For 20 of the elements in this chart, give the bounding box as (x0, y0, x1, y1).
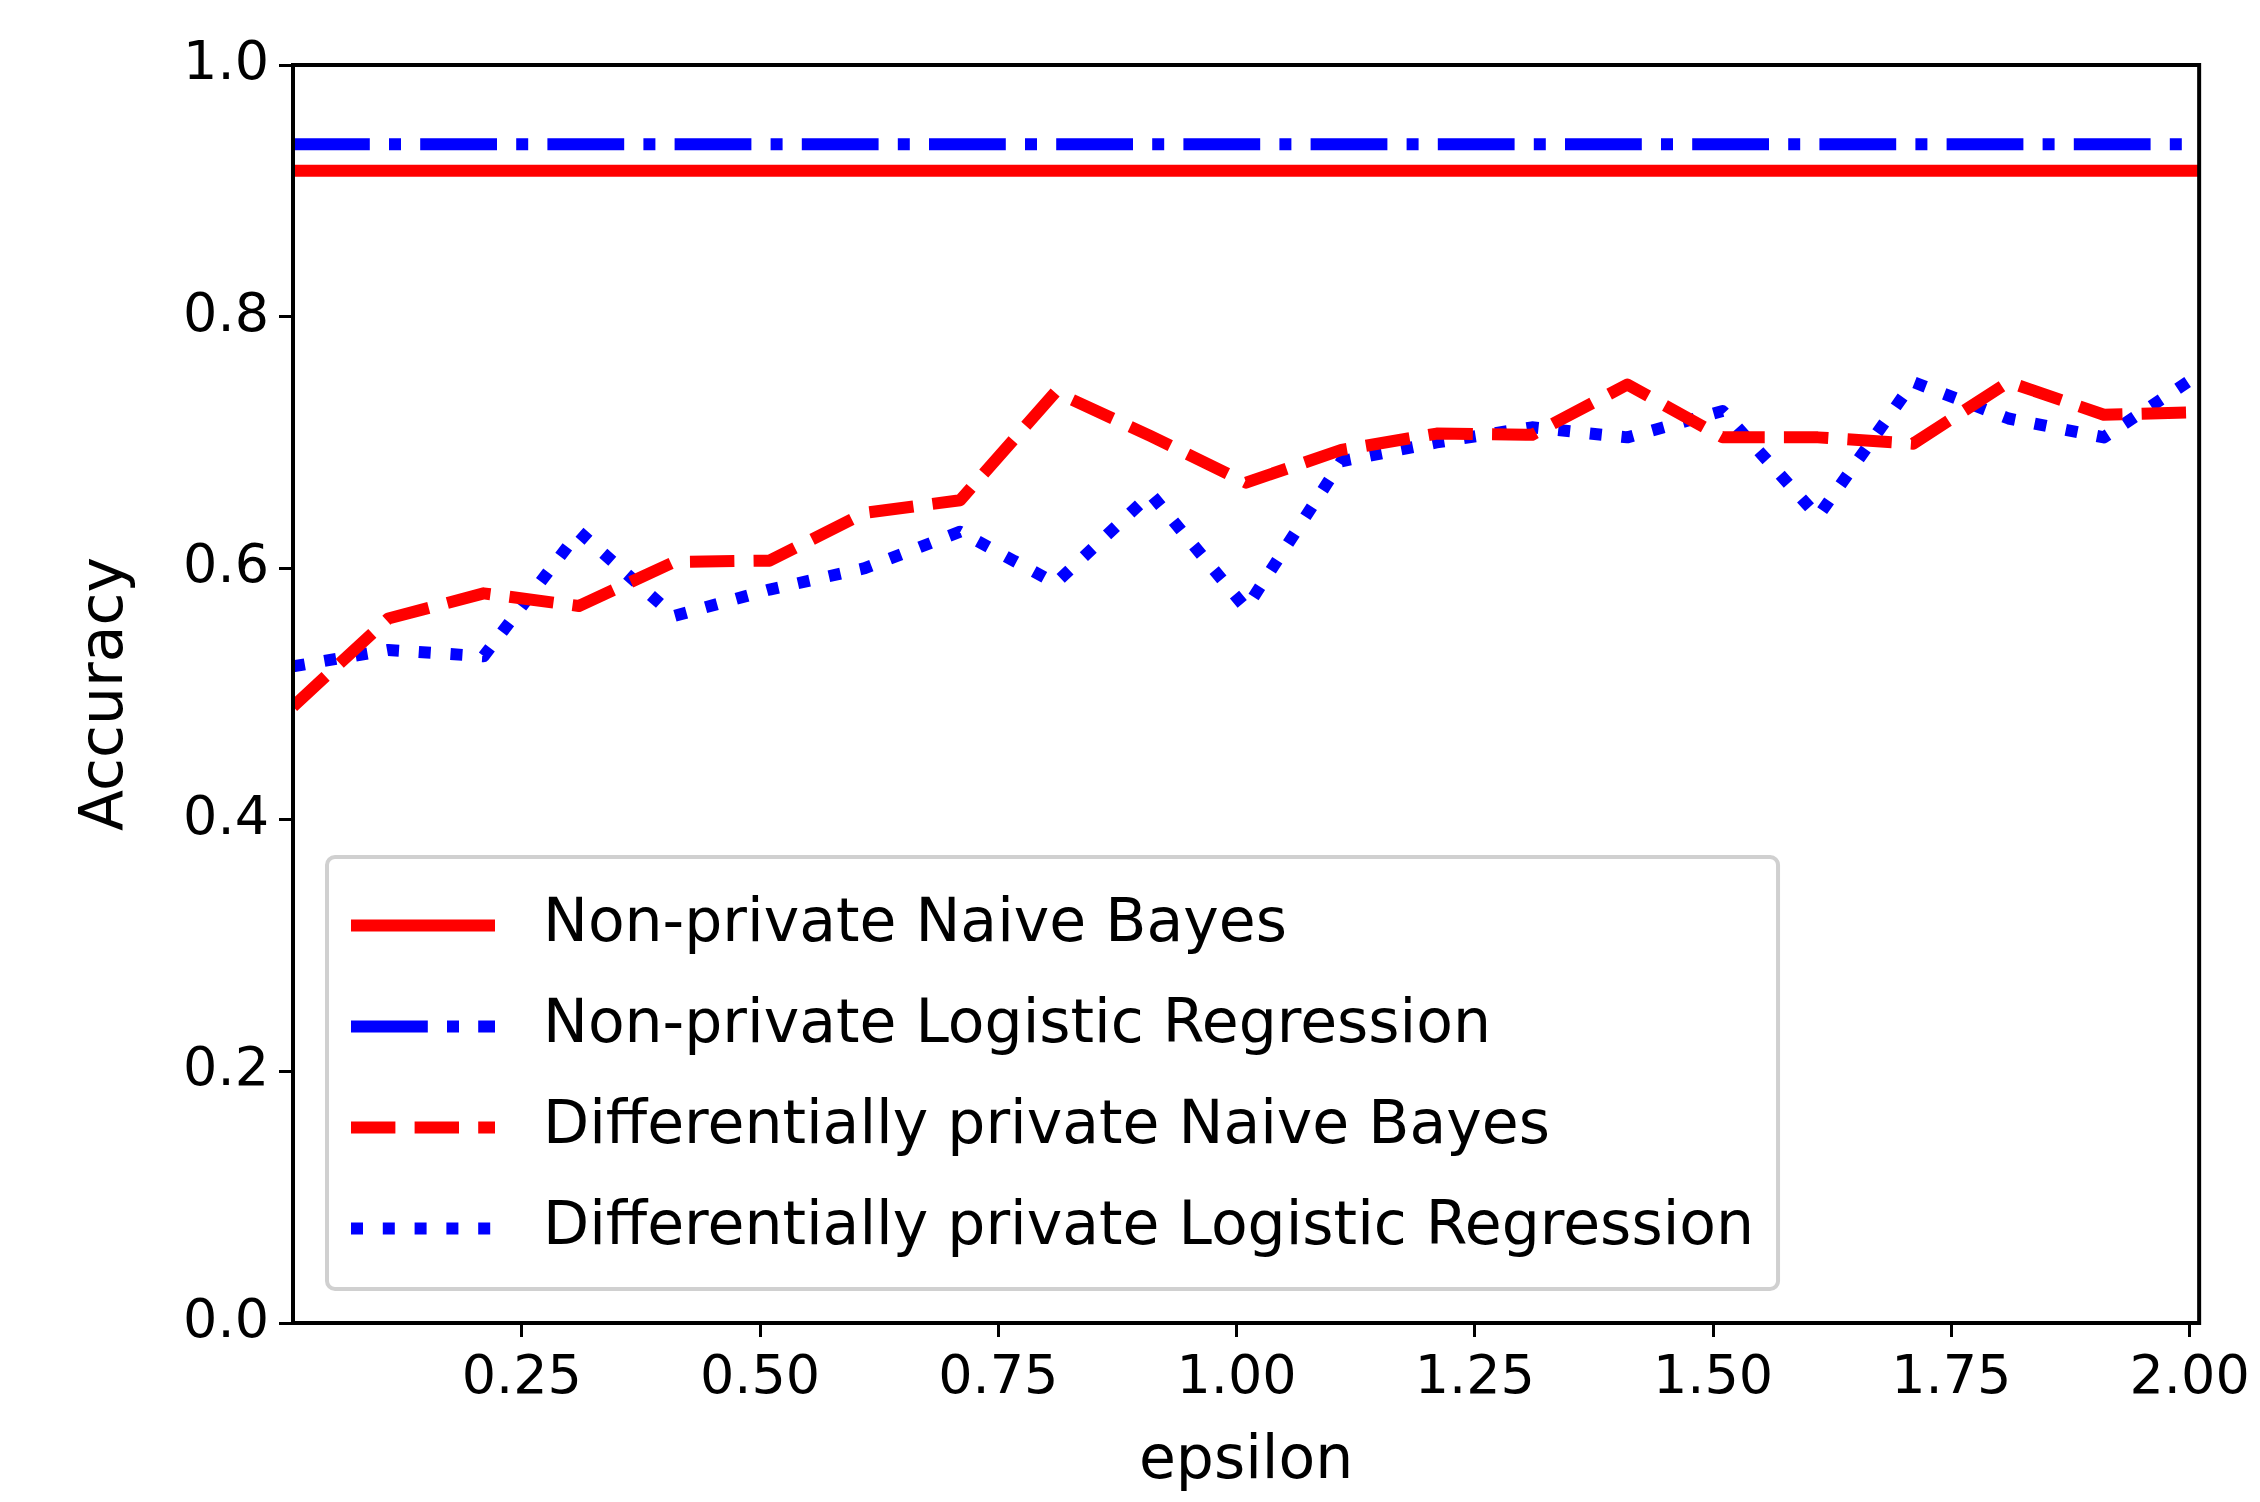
x-tick-label: 1.00 (1176, 1343, 1297, 1407)
y-tick-label: 0.4 (183, 783, 269, 847)
x-tick-label: 1.75 (1891, 1343, 2012, 1407)
y-tick-label: 0.6 (183, 532, 269, 596)
legend-label: Differentially private Naive Bayes (543, 1087, 1550, 1158)
x-tick-label: 1.25 (1414, 1343, 1535, 1407)
legend-label: Non-private Naive Bayes (543, 885, 1287, 956)
y-tick-label: 1.0 (183, 29, 269, 93)
y-axis-title: Accuracy (65, 557, 136, 831)
x-tick-label: 0.50 (699, 1343, 821, 1407)
legend-label: Non-private Logistic Regression (543, 986, 1492, 1057)
y-tick-label: 0.2 (183, 1035, 269, 1099)
x-tick-label: 0.25 (461, 1343, 582, 1407)
legend-label: Differentially private Logistic Regression (543, 1188, 1755, 1259)
y-tick-label: 0.0 (183, 1287, 269, 1351)
y-tick-label: 0.8 (183, 280, 269, 344)
x-tick-label: 1.50 (1652, 1343, 1774, 1407)
x-tick-label: 2.00 (2129, 1343, 2250, 1407)
x-tick-label: 0.75 (938, 1343, 1059, 1407)
x-axis-title: epsilon (1138, 1421, 1354, 1492)
